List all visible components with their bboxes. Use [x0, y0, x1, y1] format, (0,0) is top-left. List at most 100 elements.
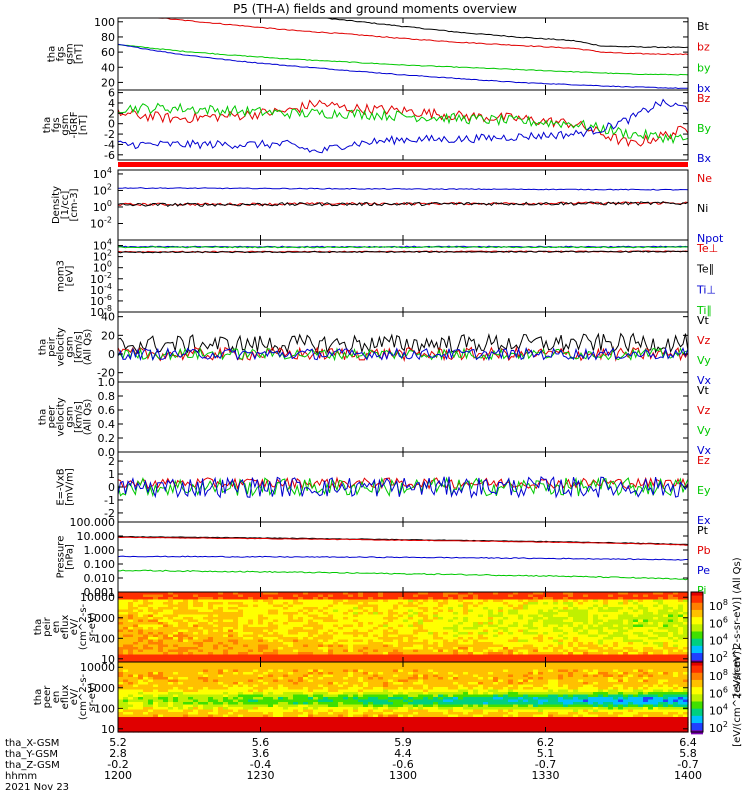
- spectrogram-cell: [223, 719, 229, 723]
- spectrogram-cell: [333, 647, 339, 651]
- spectrogram-cell: [238, 609, 244, 613]
- spectrogram-cell: [168, 702, 174, 706]
- spectrogram-cell: [178, 699, 184, 703]
- spectrogram-cell: [498, 632, 504, 636]
- spectrogram-cell: [163, 649, 169, 653]
- spectrogram-cell: [203, 692, 209, 696]
- y-tick-label: 0.4: [98, 418, 116, 431]
- spectrogram-cell: [218, 592, 224, 596]
- spectrogram-cell: [268, 599, 274, 603]
- spectrogram-cell: [223, 709, 229, 713]
- spectrogram-cell: [203, 689, 209, 693]
- spectrogram-cell: [138, 649, 144, 653]
- spectrogram-cell: [193, 627, 199, 631]
- spectrogram-cell: [133, 724, 139, 728]
- spectrogram-cell: [348, 697, 354, 701]
- spectrogram-cell: [173, 694, 179, 698]
- legend-Npot: Npot: [697, 232, 724, 245]
- spectrogram-cell: [378, 632, 384, 636]
- spectrogram-cell: [268, 719, 274, 723]
- spectrogram-cell: [323, 612, 329, 616]
- spectrogram-cell: [548, 609, 554, 613]
- spectrogram-cell: [408, 639, 414, 643]
- spectrogram-cell: [508, 649, 514, 653]
- spectrogram-cell: [243, 644, 249, 648]
- spectrogram-cell: [353, 624, 359, 628]
- spectrogram-cell: [133, 709, 139, 713]
- spectrogram-cell: [353, 647, 359, 651]
- spectrogram-cell: [318, 612, 324, 616]
- spectrogram-cell: [208, 714, 214, 718]
- spectrogram-cell: [318, 597, 324, 601]
- spectrogram-cell: [143, 664, 149, 668]
- spectrogram-cell: [463, 632, 469, 636]
- spectrogram-cell: [493, 624, 499, 628]
- spectrogram-cell: [488, 607, 494, 611]
- spectrogram-cell: [393, 594, 399, 598]
- spectrogram-cell: [323, 719, 329, 723]
- spectrogram-cell: [368, 652, 374, 656]
- spectrogram-cell: [358, 697, 364, 701]
- spectrogram-cell: [313, 602, 319, 606]
- spectrogram-cell: [388, 657, 394, 661]
- spectrogram-cell: [203, 724, 209, 728]
- spectrogram-cell: [418, 597, 424, 601]
- spectrogram-cell: [318, 594, 324, 598]
- spectrogram-cell: [468, 627, 474, 631]
- spectrogram-cell: [263, 647, 269, 651]
- spectrogram-cell: [153, 682, 159, 686]
- spectrogram-cell: [303, 672, 309, 676]
- spectrogram-cell: [653, 649, 659, 653]
- spectrogram-cell: [488, 597, 494, 601]
- spectrogram-cell: [558, 624, 564, 628]
- spectrogram-cell: [398, 629, 404, 633]
- spectrogram-cell: [528, 644, 534, 648]
- spectrogram-cell: [133, 624, 139, 628]
- spectrogram-cell: [548, 649, 554, 653]
- spectrogram-cell: [598, 612, 604, 616]
- spectrogram-cell: [153, 612, 159, 616]
- spectrogram-cell: [388, 609, 394, 613]
- spectrogram-cell: [358, 659, 364, 663]
- spectrogram-cell: [123, 617, 129, 621]
- spectrogram-cell: [313, 627, 319, 631]
- spectrogram-cell: [353, 674, 359, 678]
- spectrogram-cell: [258, 649, 264, 653]
- spectrogram-cell: [173, 617, 179, 621]
- spectrogram-cell: [673, 647, 679, 651]
- spectrogram-cell: [518, 612, 524, 616]
- spectrogram-cell: [313, 684, 319, 688]
- spectrogram-cell: [243, 632, 249, 636]
- series-line-Pe: [117, 555, 688, 561]
- spectrogram-cell: [313, 652, 319, 656]
- spectrogram-cell: [358, 609, 364, 613]
- spectrogram-cell: [428, 649, 434, 653]
- spectrogram-cell: [608, 654, 614, 658]
- spectrogram-cell: [208, 602, 214, 606]
- spectrogram-cell: [548, 599, 554, 603]
- spectrogram-cell: [193, 654, 199, 658]
- spectrogram-cell: [463, 652, 469, 656]
- spectrogram-cell: [133, 592, 139, 596]
- spectrogram-cell: [238, 659, 244, 663]
- spectrogram-cell: [478, 602, 484, 606]
- spectrogram-cell: [383, 622, 389, 626]
- spectrogram-cell: [453, 599, 459, 603]
- spectrogram-cell: [318, 604, 324, 608]
- spectrogram-cell: [278, 674, 284, 678]
- spectrogram-cell: [308, 724, 314, 728]
- colorbar-swatch: [691, 600, 703, 604]
- spectrogram-cell: [228, 614, 234, 618]
- spectrogram-cell: [403, 639, 409, 643]
- spectrogram-cell: [293, 664, 299, 668]
- spectrogram-cell: [633, 634, 639, 638]
- spectrogram-cell: [273, 649, 279, 653]
- spectrogram-cell: [253, 657, 259, 661]
- spectrogram-cell: [198, 609, 204, 613]
- spectrogram-cell: [348, 617, 354, 621]
- spectrogram-cell: [683, 642, 689, 646]
- spectrogram-cell: [158, 649, 164, 653]
- spectrogram-cell: [473, 612, 479, 616]
- spectrogram-cell: [618, 602, 624, 606]
- spectrogram-cell: [423, 622, 429, 626]
